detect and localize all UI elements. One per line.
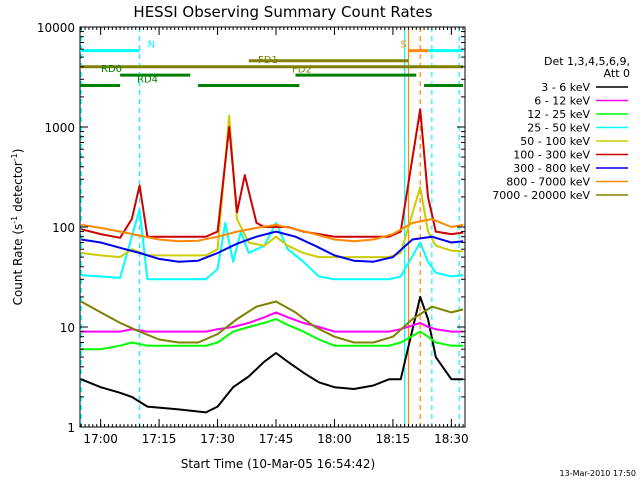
legend-label-7: 800 - 7000 keV [506, 176, 590, 189]
x-tick-label-1: 17:15 [142, 432, 177, 446]
legend-header-line1: Det 1,3,4,5,6,9, [544, 55, 630, 68]
flag-label-rd0: RD0 [101, 64, 122, 75]
flag-label-fd2: FD2 [292, 65, 312, 76]
x-tick-label-0: 17:00 [83, 432, 118, 446]
legend-header-line2: Att 0 [604, 67, 630, 80]
series-line-2 [81, 318, 464, 351]
flag-label-n: N [148, 40, 155, 51]
x-axis-ticks: 17:00 17:15 17:30 17:45 18:00 18:15 18:30 [80, 27, 469, 446]
footer-date: 13-Mar-2010 17:50 [560, 469, 637, 478]
series-line-0 [80, 295, 464, 414]
y-tick-label-3: 1000 [44, 121, 75, 135]
legend-label-2: 12 - 25 keV [527, 108, 590, 121]
series-line-8 [80, 300, 464, 344]
y-axis-ticks: 1 10 100 1000 10000 [37, 21, 465, 435]
x-tick-label-6: 18:30 [434, 432, 469, 446]
series-line-7 [81, 218, 464, 243]
legend-label-1: 6 - 12 keV [534, 95, 590, 108]
flag-label-rd4: RD4 [137, 75, 158, 86]
plot-area: NSFD1FD2RD0RD4 17:0017:1517:3017:4518:00… [37, 21, 469, 446]
legend-label-0: 3 - 6 keV [541, 81, 590, 94]
series-line-1 [81, 311, 464, 333]
y-tick-label-2: 100 [52, 221, 75, 235]
series-lines [80, 108, 464, 414]
x-tick-label-3: 17:45 [259, 432, 294, 446]
x-tick-label-5: 18:15 [376, 432, 411, 446]
legend-label-5: 100 - 300 keV [513, 149, 590, 162]
x-tick-label-2: 17:30 [200, 432, 235, 446]
series-line-3 [81, 208, 464, 281]
x-tick-label-4: 18:00 [317, 432, 352, 446]
y-tick-label-0: 1 [67, 421, 75, 435]
legend-label-3: 25 - 50 keV [527, 122, 590, 135]
chart-title: HESSI Observing Summary Count Rates [133, 3, 432, 21]
series-line-6 [81, 230, 464, 263]
y-axis-label: Count Rate (s-1 detector-1) [10, 149, 25, 306]
flag-bars: NSFD1FD2RD0RD4 [80, 40, 464, 88]
y-tick-label-1: 10 [60, 321, 75, 335]
series-line-5 [80, 108, 464, 239]
x-axis-label: Start Time (10-Mar-05 16:54:42) [181, 457, 375, 471]
legend-label-8: 7000 - 20000 keV [492, 189, 590, 202]
legend-label-6: 300 - 800 keV [513, 162, 590, 175]
y-tick-label-4: 10000 [37, 21, 75, 35]
legend-label-4: 50 - 100 keV [520, 135, 590, 148]
series-line-4 [81, 114, 464, 259]
flag-label-s: S [400, 40, 406, 51]
